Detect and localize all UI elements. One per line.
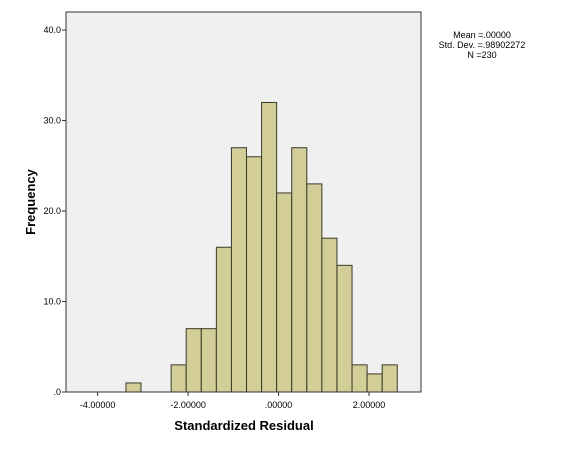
histogram-bar: [276, 192, 293, 393]
x-tick-label: .00000: [265, 400, 293, 410]
histogram-bar: [170, 364, 187, 393]
histogram-bar: [246, 156, 263, 393]
histogram-bar: [215, 246, 232, 393]
histogram-bar: [381, 364, 398, 393]
histogram-bar: [366, 373, 383, 393]
y-tick-label: .0: [53, 387, 61, 397]
histogram-bar: [261, 101, 278, 393]
stats-std-dev: Std. Dev. =.98902272: [438, 40, 526, 50]
y-tick-label: 30.0: [43, 116, 61, 126]
x-tick-label: -2.00000: [170, 400, 206, 410]
y-tick-label: 10.0: [43, 297, 61, 307]
x-tick-label: -4.00000: [80, 400, 116, 410]
plot-frame: [65, 11, 422, 393]
histogram-bar: [306, 183, 323, 393]
histogram-bar: [351, 364, 368, 393]
histogram-bar: [200, 328, 217, 393]
y-axis-title: Frequency: [23, 168, 38, 235]
histogram-bar: [185, 328, 202, 393]
histogram-bar: [321, 237, 338, 393]
x-axis-ticks: -4.00000 -2.00000 .00000 2.00000: [80, 392, 385, 410]
histogram-bar: [291, 147, 308, 393]
y-axis-ticks: .0 10.0 20.0 30.0 40.0: [43, 25, 66, 397]
histogram-bar: [336, 264, 353, 393]
x-tick-label: 2.00000: [353, 400, 386, 410]
histogram-bar: [230, 147, 247, 393]
stats-n: N =230: [467, 50, 497, 60]
x-axis-title: Standardized Residual: [174, 418, 313, 433]
y-tick-label: 20.0: [43, 206, 61, 216]
bars-group: [125, 101, 398, 393]
histogram-bar: [125, 382, 142, 393]
stats-box: Mean =.00000 Std. Dev. =.98902272 N =230: [428, 30, 536, 60]
stats-mean: Mean =.00000: [453, 30, 511, 40]
y-tick-label: 40.0: [43, 25, 61, 35]
